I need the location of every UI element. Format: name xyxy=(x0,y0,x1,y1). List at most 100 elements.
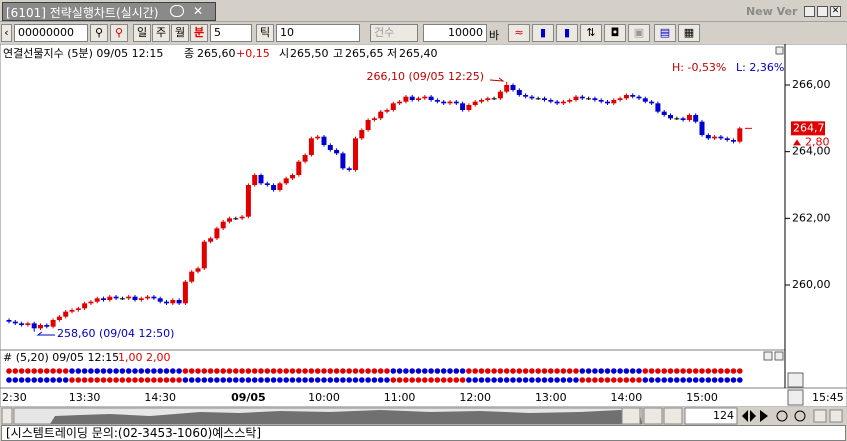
prev-button[interactable]: ‹ xyxy=(1,24,12,42)
signal-dot xyxy=(6,368,12,374)
signal-dot xyxy=(12,377,19,383)
zoom-button[interactable] xyxy=(787,372,804,388)
candle-body xyxy=(290,175,295,179)
candle-body xyxy=(189,271,195,282)
signal-dot xyxy=(119,377,126,383)
scroll-button[interactable] xyxy=(663,407,683,425)
bar-count-box[interactable] xyxy=(684,407,738,425)
minimize-button[interactable] xyxy=(804,6,815,17)
search-button[interactable]: ⚲ xyxy=(90,24,108,42)
y-tick-label: 264,00 xyxy=(792,145,831,158)
signal-dot xyxy=(648,368,655,374)
scroll-icon[interactable] xyxy=(750,410,756,422)
signal-dot xyxy=(308,368,315,374)
signal-dot xyxy=(711,377,718,383)
signal-dot xyxy=(182,368,189,374)
signal-dot xyxy=(56,377,63,383)
scroll-button[interactable] xyxy=(643,407,663,425)
tool-icon[interactable]: ▮ xyxy=(532,24,554,42)
period-month[interactable]: 월 xyxy=(171,24,189,42)
candle-body xyxy=(548,100,554,102)
candle-body xyxy=(157,298,163,302)
maximize-button[interactable] xyxy=(817,6,828,17)
signal-dot xyxy=(245,368,252,374)
tick-button[interactable]: 틱 xyxy=(256,24,274,42)
tool-icon[interactable]: ▤ xyxy=(654,24,676,42)
candle-body xyxy=(271,185,277,190)
pane-minimize[interactable] xyxy=(763,351,773,361)
close-button[interactable]: ✕ xyxy=(830,6,841,17)
period-minute[interactable]: 분 xyxy=(190,24,208,42)
tool-icon[interactable]: ▮ xyxy=(556,24,578,42)
info-change: +0,15 xyxy=(236,47,270,60)
signal-dot xyxy=(686,368,693,374)
zoom-in[interactable] xyxy=(776,410,788,422)
tool-icon[interactable]: ⇅ xyxy=(580,24,602,42)
signal-dot xyxy=(264,377,271,383)
signal-dot xyxy=(554,377,560,383)
signal-dot xyxy=(377,377,384,383)
candle-body xyxy=(378,111,384,119)
code-input[interactable]: 00000000 xyxy=(14,24,88,42)
scroll-button[interactable] xyxy=(813,409,827,423)
candle-body xyxy=(479,100,484,102)
signal-dot xyxy=(428,377,434,383)
price-pane xyxy=(0,44,786,351)
candle-body xyxy=(176,300,182,304)
scroll-left[interactable] xyxy=(1,407,13,425)
candle-body xyxy=(712,136,718,139)
tab-close[interactable]: ✕ xyxy=(193,4,204,18)
signal-dot xyxy=(409,368,416,374)
signal-dot xyxy=(44,377,50,383)
indicator-title: # (5,20) 09/05 12:15 xyxy=(3,351,119,364)
signal-dot xyxy=(674,377,680,383)
info-value: 265,60 xyxy=(197,47,236,60)
candle-body xyxy=(731,140,736,142)
scroll-button[interactable] xyxy=(621,407,641,425)
signal-dot xyxy=(403,377,409,383)
window-tab[interactable] xyxy=(2,2,216,21)
candle-body xyxy=(617,98,623,100)
signal-dot xyxy=(365,377,371,383)
signal-dot xyxy=(321,377,327,383)
tool-icon[interactable]: ▦ xyxy=(678,24,700,42)
signal-dot xyxy=(157,368,163,374)
signal-dot xyxy=(233,377,239,383)
signal-dot xyxy=(573,368,579,374)
zoom-out[interactable] xyxy=(794,410,806,422)
signal-dot xyxy=(377,368,384,374)
candle-body xyxy=(245,185,251,217)
signal-dot xyxy=(655,368,661,374)
count-input[interactable]: 10000 xyxy=(423,24,487,42)
scroll-icon[interactable] xyxy=(760,410,768,422)
tool-icon[interactable]: ◘ xyxy=(604,24,626,42)
pane-button[interactable] xyxy=(775,46,784,55)
candle-body xyxy=(510,85,516,90)
edit-button[interactable] xyxy=(787,389,804,406)
signal-dot xyxy=(226,368,233,374)
period-week[interactable]: 주 xyxy=(152,24,170,42)
tool-button[interactable]: ⚲ xyxy=(110,24,128,42)
tick-select[interactable]: 10 xyxy=(276,24,360,42)
count-select[interactable]: 건수 xyxy=(370,24,418,42)
time-corner: 15:45 xyxy=(812,391,844,404)
signal-dot xyxy=(548,368,554,374)
scroll-button[interactable] xyxy=(829,409,843,423)
tool-icon[interactable]: ▣ xyxy=(628,24,650,42)
tool-icon[interactable]: ≈ xyxy=(508,24,530,42)
signal-dot xyxy=(100,368,107,374)
minute-select[interactable]: 5 xyxy=(210,24,252,42)
signal-dot xyxy=(12,368,19,374)
signal-dot xyxy=(151,368,157,374)
scroll-icon[interactable] xyxy=(742,410,748,422)
signal-dot xyxy=(302,368,308,374)
period-day[interactable]: 일 xyxy=(133,24,151,42)
link-icon[interactable] xyxy=(170,5,184,17)
signal-dot xyxy=(88,368,94,374)
pane-close[interactable] xyxy=(774,351,784,361)
signal-dot xyxy=(680,368,686,374)
signal-dot xyxy=(478,368,485,374)
signal-dot xyxy=(132,377,138,383)
signal-dot xyxy=(62,368,69,374)
